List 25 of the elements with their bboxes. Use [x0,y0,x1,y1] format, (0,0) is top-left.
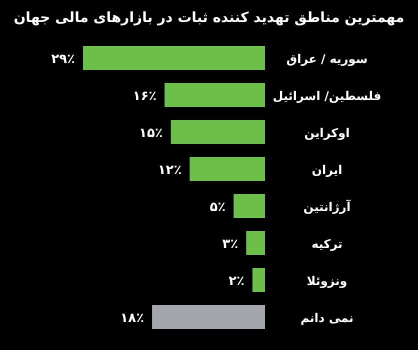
bar [190,157,265,181]
bar [252,268,265,292]
bar [152,305,265,329]
bar [170,120,265,144]
data-label: ۱۵٪ [139,126,163,141]
y-tick-label: ترکیه [311,237,343,251]
y-tick-label: ایران [312,163,342,177]
data-label: ۲٪ [228,274,245,289]
data-label: ۱۶٪ [132,89,157,104]
y-tick-label: سوریه / عراق [286,52,368,66]
bar [164,83,265,107]
y-tick-label: نمی دانم [300,311,354,325]
bar [246,231,265,255]
chart-title: مهمترین مناطق تهدید کننده ثبات در بازارهای مالی جهان [14,10,404,26]
data-label: ۳٪ [222,237,238,252]
y-tick-label: ونزوئلا [306,274,348,288]
bar [234,194,265,218]
data-label: ۲۹٪ [51,52,76,67]
data-label: ۵٪ [210,200,226,215]
data-label: ۱۸٪ [120,311,144,326]
y-tick-label: اوکراین [304,126,350,140]
y-tick-label: آرژانتین [303,199,352,214]
data-label: ۱۲٪ [158,163,182,178]
y-tick-label: فلسطین/ اسرائیل [272,89,382,103]
bar [83,46,265,70]
